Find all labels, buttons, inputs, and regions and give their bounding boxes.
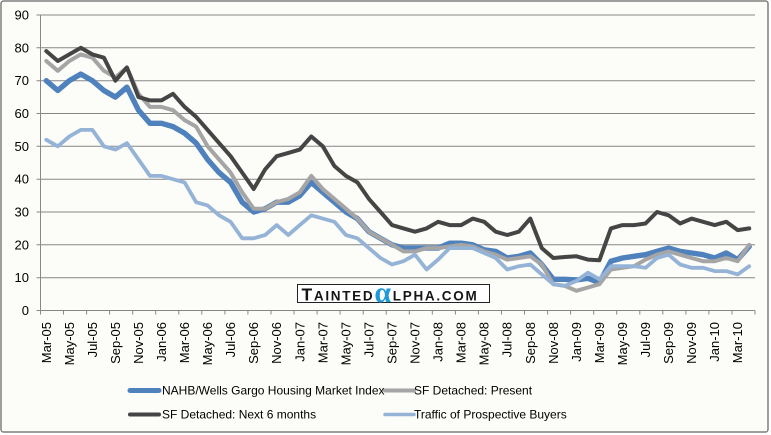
svg-text:Jan-09: Jan-09	[569, 322, 584, 362]
svg-text:Jul-05: Jul-05	[85, 322, 100, 357]
svg-text:Nov-09: Nov-09	[684, 322, 699, 364]
svg-text:80: 80	[15, 40, 29, 55]
svg-text:NAHB/Wells Gargo Housing Marke: NAHB/Wells Gargo Housing Market Index	[162, 384, 385, 398]
svg-text:90: 90	[15, 8, 29, 23]
svg-text:SF Detached: Next 6 months: SF Detached: Next 6 months	[162, 408, 316, 422]
svg-text:Mar-06: Mar-06	[177, 322, 192, 363]
svg-text:Sep-09: Sep-09	[661, 322, 676, 364]
svg-text:Nov-08: Nov-08	[546, 322, 561, 364]
svg-text:Nov-06: Nov-06	[269, 322, 284, 364]
svg-text:Sep-07: Sep-07	[385, 322, 400, 364]
svg-text:Jul-09: Jul-09	[638, 322, 653, 357]
svg-text:Nov-05: Nov-05	[131, 322, 146, 364]
svg-text:SF Detached: Present: SF Detached: Present	[414, 384, 533, 398]
svg-text:Jul-06: Jul-06	[223, 322, 238, 357]
svg-text:Sep-06: Sep-06	[246, 322, 261, 364]
svg-text:Mar-05: Mar-05	[39, 322, 54, 363]
svg-text:May-07: May-07	[338, 322, 353, 365]
svg-text:0: 0	[22, 303, 29, 318]
svg-text:60: 60	[15, 106, 29, 121]
svg-text:Jan-06: Jan-06	[154, 322, 169, 362]
svg-text:May-08: May-08	[477, 322, 492, 365]
svg-text:40: 40	[15, 172, 29, 187]
svg-text:May-09: May-09	[615, 322, 630, 365]
svg-text:Jan-10: Jan-10	[707, 322, 722, 362]
svg-text:Mar-09: Mar-09	[592, 322, 607, 363]
svg-text:Jul-08: Jul-08	[500, 322, 515, 357]
svg-text:Jul-07: Jul-07	[361, 322, 376, 357]
svg-text:50: 50	[15, 139, 29, 154]
svg-text:Mar-08: Mar-08	[454, 322, 469, 363]
svg-text:Mar-07: Mar-07	[315, 322, 330, 363]
svg-text:Nov-07: Nov-07	[408, 322, 423, 364]
svg-text:Sep-05: Sep-05	[108, 322, 123, 364]
svg-text:Mar-10: Mar-10	[730, 322, 745, 363]
svg-text:20: 20	[15, 237, 29, 252]
svg-text:30: 30	[15, 205, 29, 220]
svg-text:Jan-08: Jan-08	[431, 322, 446, 362]
svg-text:10: 10	[15, 270, 29, 285]
svg-text:70: 70	[15, 73, 29, 88]
svg-text:Sep-08: Sep-08	[523, 322, 538, 364]
svg-text:May-06: May-06	[200, 322, 215, 365]
svg-text:Jan-07: Jan-07	[292, 322, 307, 362]
svg-text:Traffic of Prospective Buyers: Traffic of Prospective Buyers	[414, 408, 567, 422]
svg-text:May-05: May-05	[62, 322, 77, 365]
